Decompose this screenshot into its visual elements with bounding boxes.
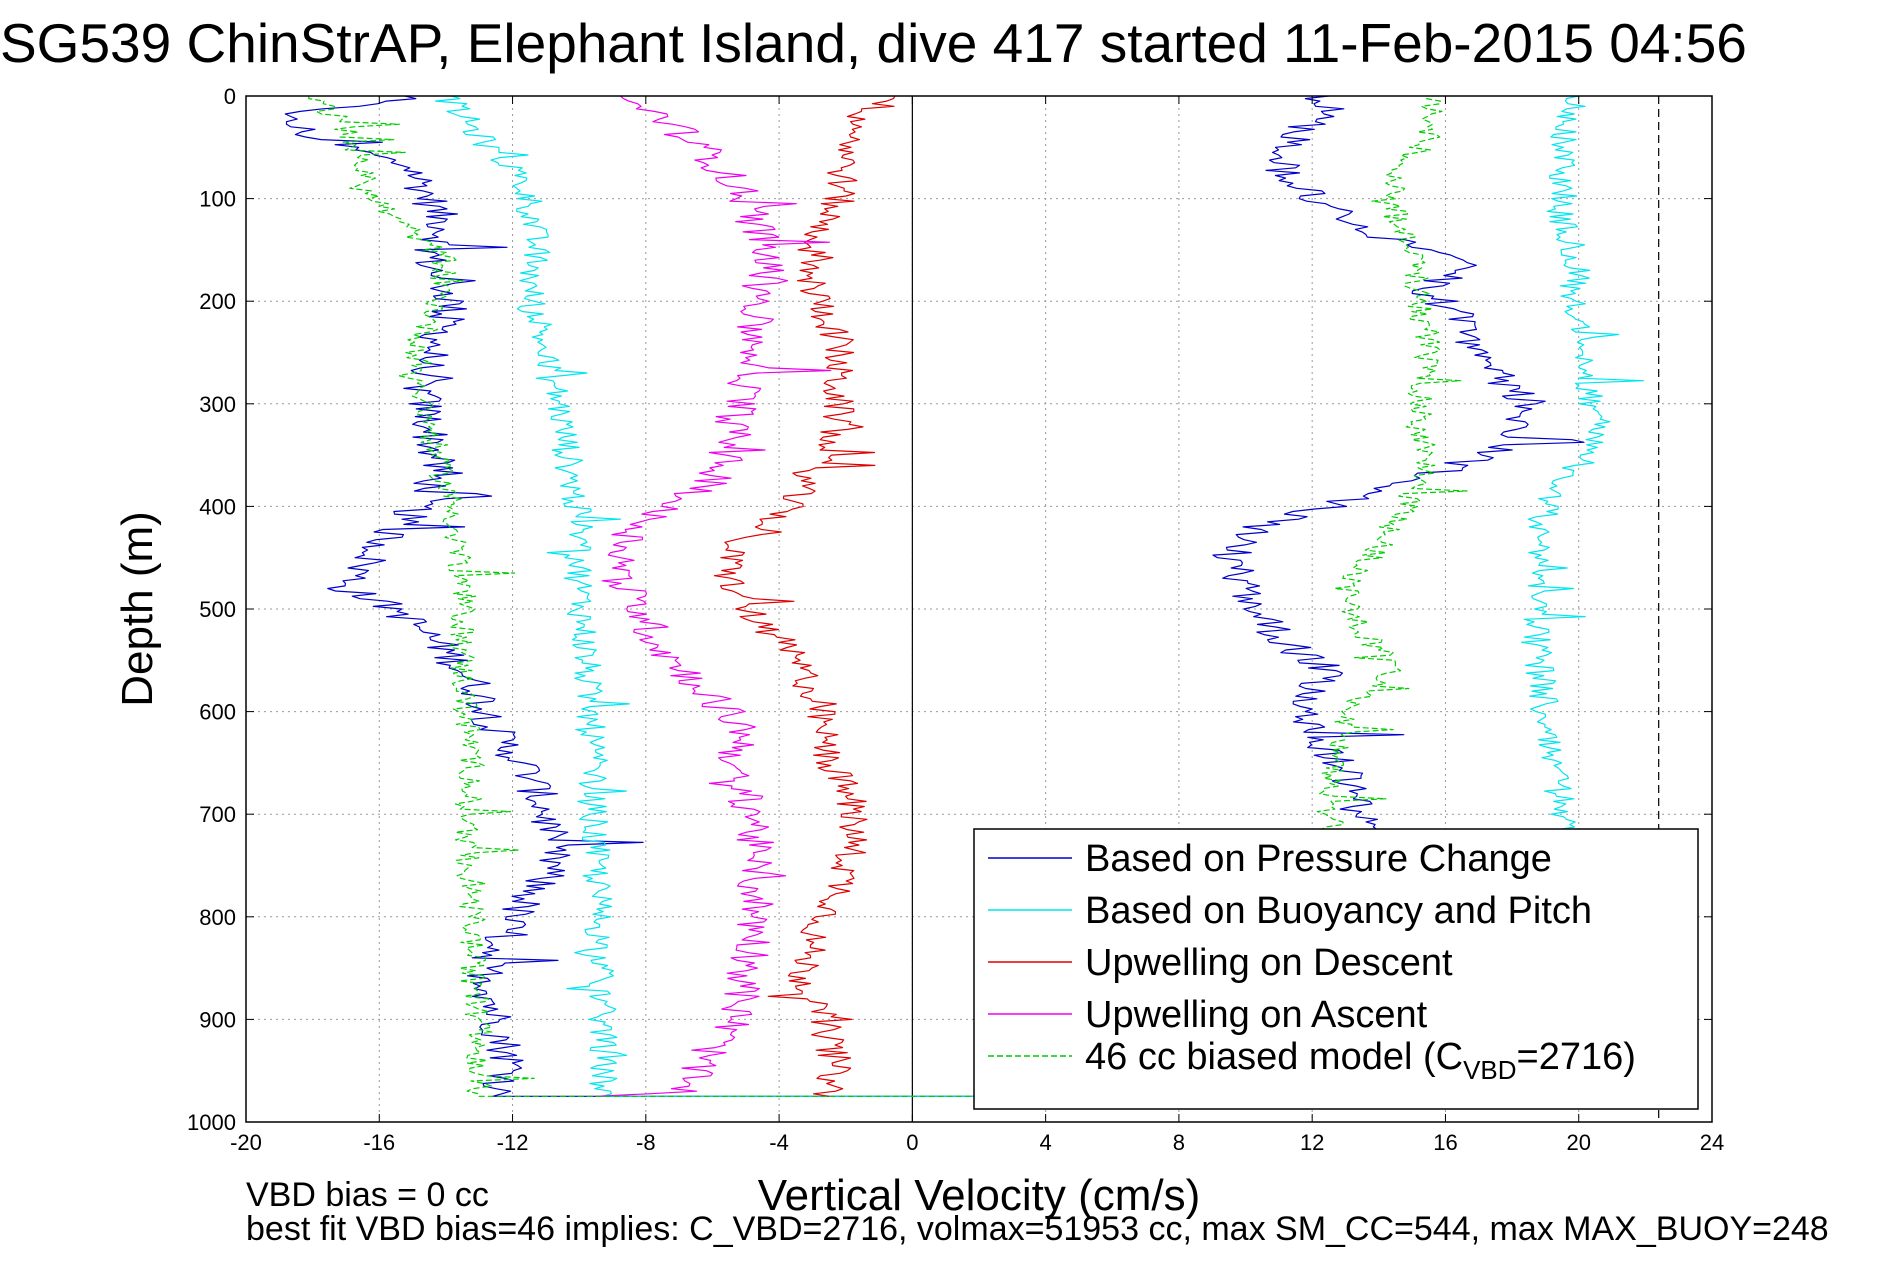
y-tick-label: 700 [199, 802, 236, 827]
footer-vbd-bias: VBD bias = 0 cc [246, 1176, 489, 1214]
x-tick-label: 0 [906, 1130, 918, 1155]
x-tick-label: 16 [1433, 1130, 1457, 1155]
legend-label: Upwelling on Ascent [1085, 994, 1428, 1036]
legend-box [973, 828, 1699, 1110]
x-tick-label: 24 [1700, 1130, 1724, 1155]
series-line-2 [713, 95, 896, 1097]
axis-ticks: -20 -16 -12 -8 -4 0 4 8 12 16 20 24 0 100 200 300 400 500… [187, 84, 1724, 1155]
series-line-4 [308, 95, 1468, 1097]
footer-best-fit: best fit VBD bias=46 implies: C_VBD=2716… [246, 1210, 1829, 1248]
y-tick-label: 0 [224, 84, 236, 109]
x-axis-label: Vertical Velocity (cm/s) [758, 1171, 1201, 1220]
y-tick-label: 100 [199, 187, 236, 212]
legend-label: Upwelling on Descent [1085, 942, 1453, 984]
y-tick-label: 500 [199, 597, 236, 622]
x-tick-label: -8 [636, 1130, 656, 1155]
y-tick-label: 600 [199, 700, 236, 725]
legend: Based on Pressure Change Based on Buoyanc… [973, 828, 1699, 1110]
y-tick-label: 800 [199, 905, 236, 930]
y-tick-label: 1000 [187, 1110, 236, 1135]
y-tick-label: 400 [199, 494, 236, 519]
y-axis-label: Depth (m) [113, 511, 162, 707]
x-tick-label: -16 [363, 1130, 395, 1155]
x-tick-label: -20 [230, 1130, 262, 1155]
x-tick-label: 12 [1300, 1130, 1324, 1155]
legend-entries: Based on Pressure Change Based on Buoyanc… [988, 838, 1636, 1085]
x-tick-label: -4 [769, 1130, 789, 1155]
x-tick-label: 4 [1040, 1130, 1052, 1155]
y-tick-label: 300 [199, 392, 236, 417]
x-tick-label: 8 [1173, 1130, 1185, 1155]
y-tick-label: 900 [199, 1007, 236, 1032]
legend-label: 46 cc biased model (CVBD=2716) [1085, 1036, 1636, 1085]
x-tick-label: -12 [497, 1130, 529, 1155]
legend-label: Based on Buoyancy and Pitch [1085, 890, 1592, 932]
x-tick-label: 20 [1566, 1130, 1590, 1155]
legend-label: Based on Pressure Change [1085, 838, 1552, 880]
series-line-3 [595, 95, 832, 1097]
y-tick-label: 200 [199, 289, 236, 314]
chart-title: SG539 ChinStrAP, Elephant Island, dive 4… [0, 12, 1747, 74]
